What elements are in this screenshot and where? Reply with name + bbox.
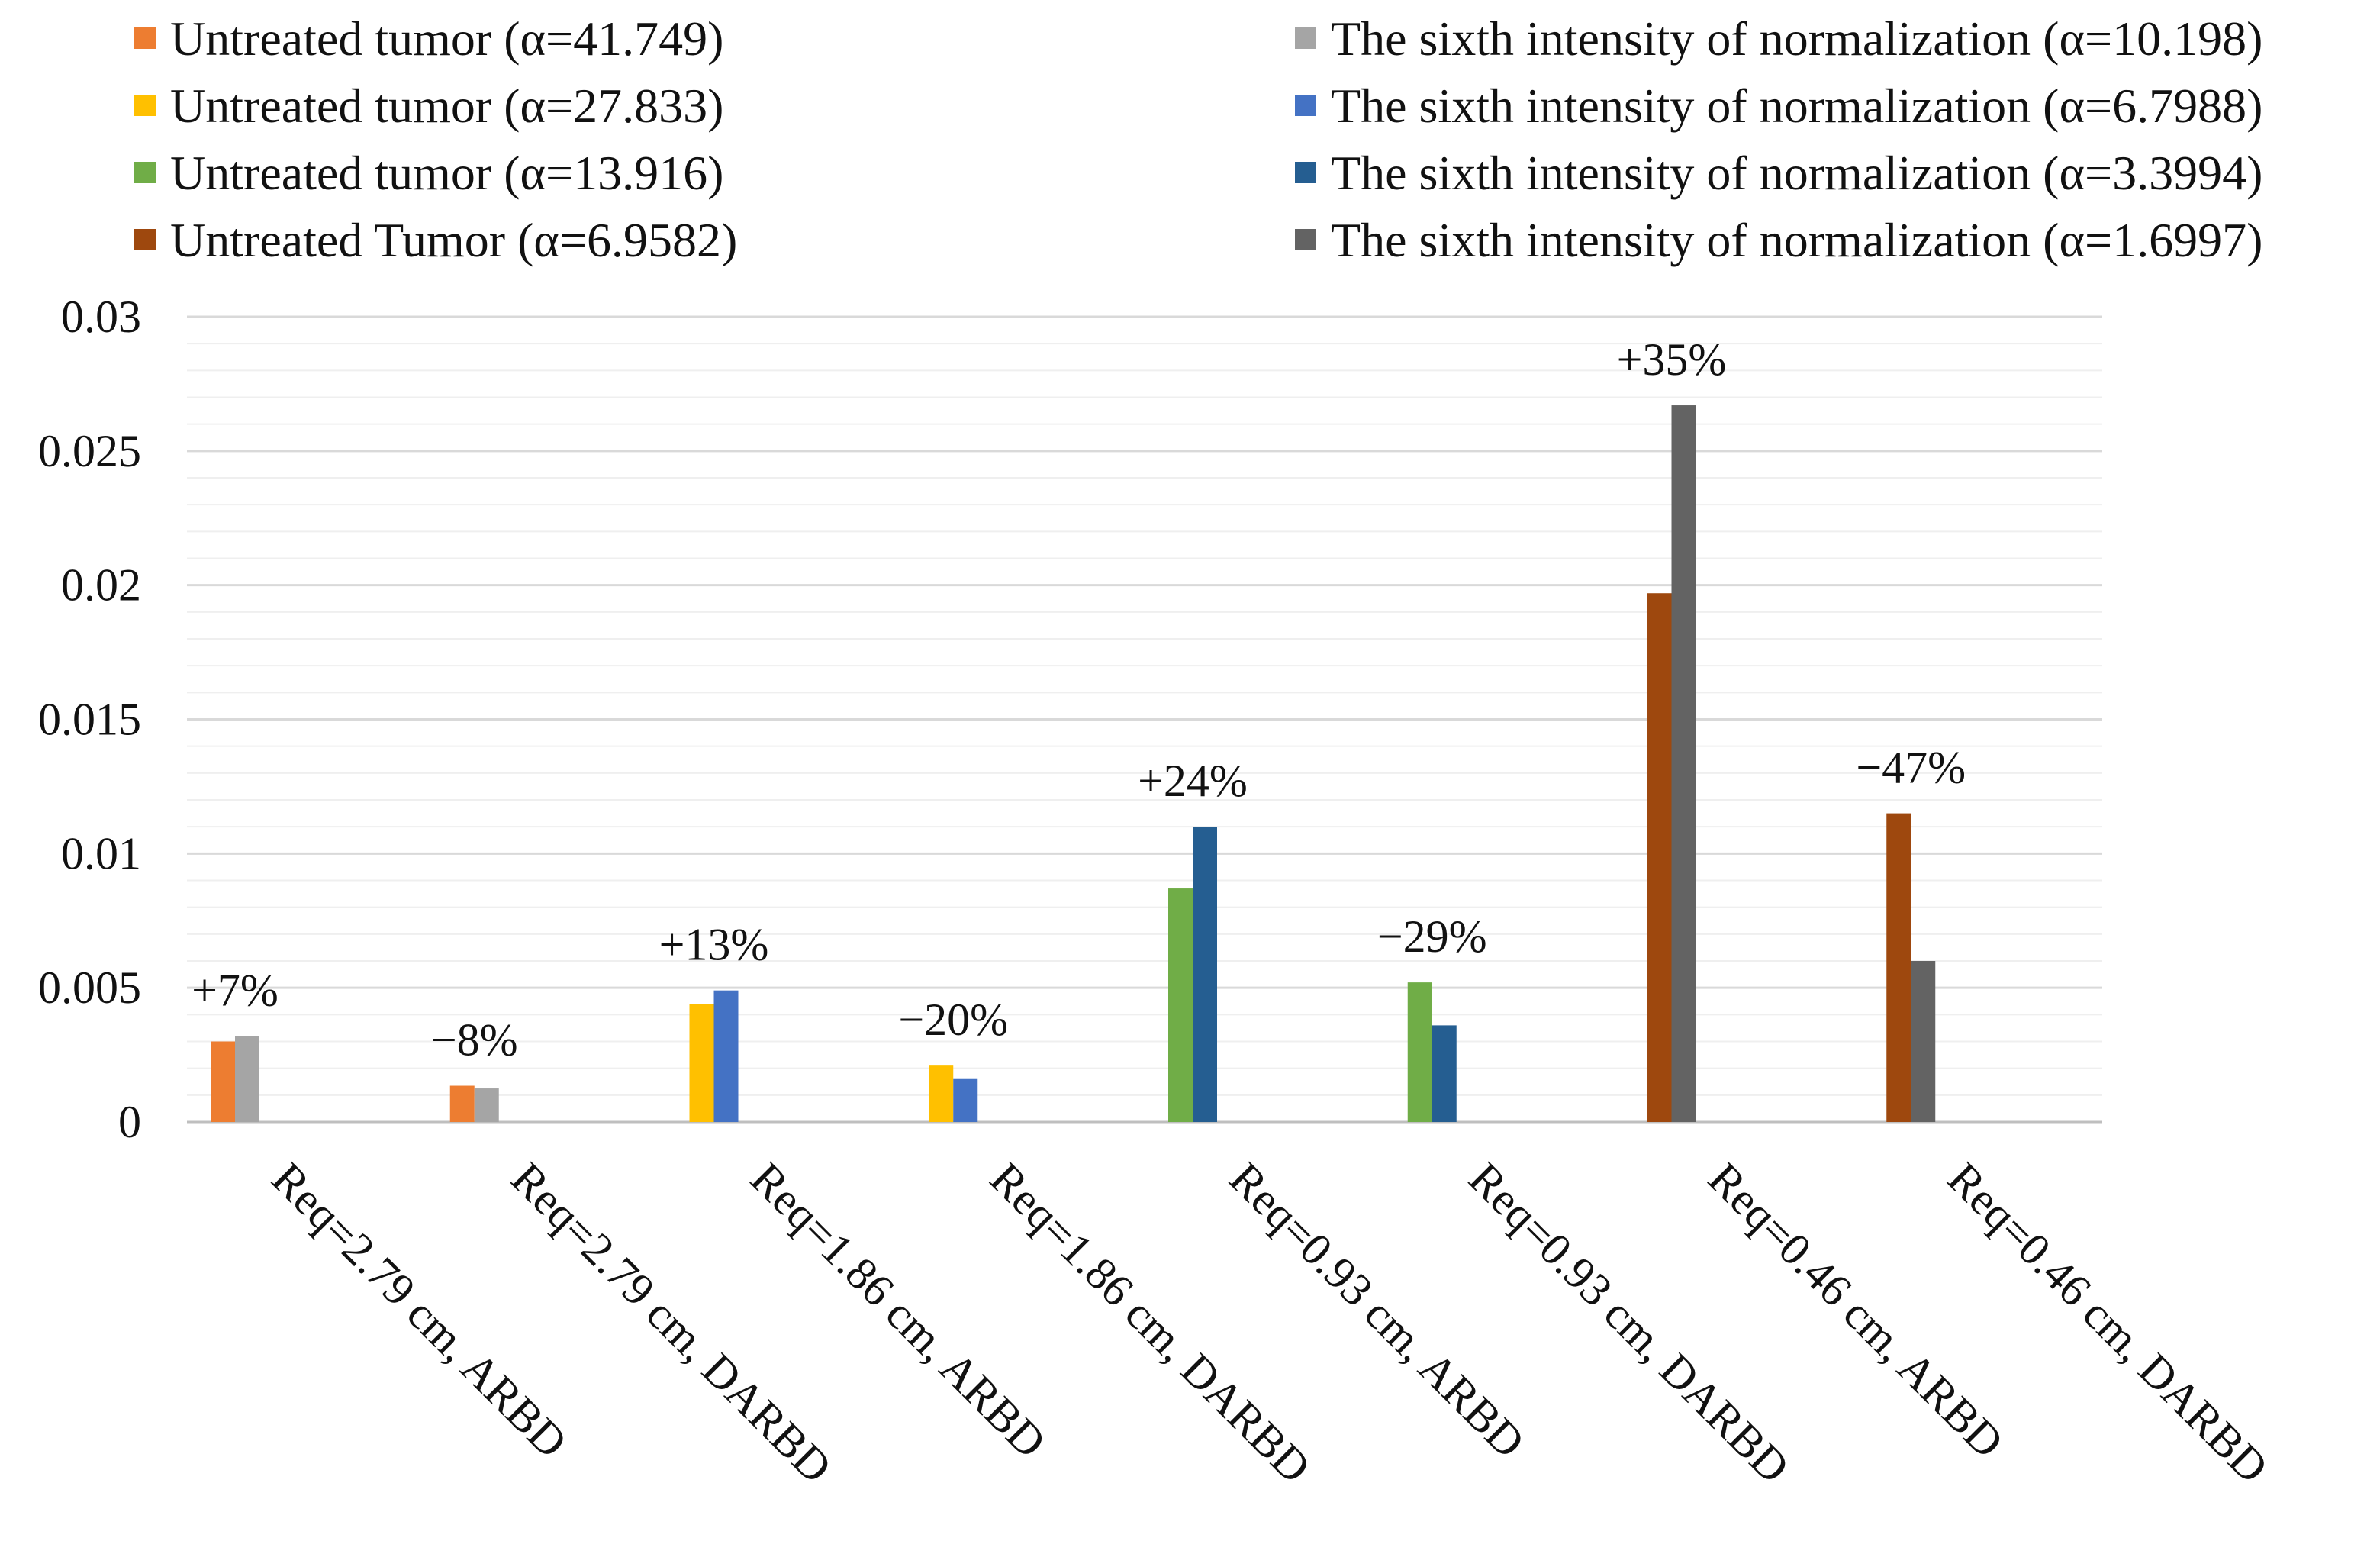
bar	[1168, 888, 1193, 1122]
percent-change-label: +7%	[192, 965, 279, 1015]
legend-swatch	[134, 162, 156, 183]
bar	[689, 1004, 714, 1122]
bar	[235, 1036, 259, 1122]
bar	[713, 990, 739, 1122]
bar	[1432, 1025, 1457, 1122]
legend-swatch	[134, 27, 156, 49]
legend-swatch	[1295, 229, 1316, 250]
bar	[1886, 813, 1911, 1122]
legend-label: Untreated tumor (α=13.916)	[170, 146, 723, 200]
legend-label: Untreated Tumor (α=6.9582)	[170, 213, 737, 267]
legend-label: The sixth intensity of normalization (α=…	[1331, 213, 2262, 267]
bar	[211, 1041, 235, 1122]
percent-change-label: −8%	[431, 1015, 518, 1065]
percent-change-label: +35%	[1617, 334, 1727, 385]
bar	[449, 1085, 475, 1122]
y-tick-label: 0.02	[61, 560, 141, 611]
percent-change-label: −29%	[1377, 911, 1487, 962]
percent-change-label: +13%	[659, 920, 769, 970]
y-tick-label: 0.025	[38, 426, 141, 476]
legend: Untreated tumor (α=41.749) Untreated tumo…	[134, 11, 2262, 267]
percent-change-label: −47%	[1856, 743, 1966, 793]
gridlines	[187, 315, 2102, 1124]
y-tick-label: 0.005	[38, 962, 141, 1013]
bar	[474, 1088, 499, 1122]
legend-swatch	[134, 95, 156, 116]
y-tick-label: 0.015	[38, 695, 141, 745]
y-axis: 0 0.005 0.01 0.015 0.02 0.025 0.03	[38, 292, 141, 1147]
bar	[1647, 593, 1672, 1122]
y-tick-label: 0.01	[61, 828, 141, 878]
bar	[1193, 827, 1217, 1122]
percent-change-label: +24%	[1138, 756, 1248, 806]
legend-swatch	[1295, 27, 1316, 49]
legend-swatch	[1295, 162, 1316, 183]
legend-swatch	[134, 229, 156, 250]
legend-label: The sixth intensity of normalization (α=…	[1331, 79, 2262, 133]
y-tick-label: 0	[118, 1097, 141, 1147]
legend-swatch	[1295, 95, 1316, 116]
bars	[211, 405, 1936, 1122]
annotations: +7% −8% +13% −20% +24% −29% +35% −47%	[192, 334, 1966, 1065]
percent-change-label: −20%	[898, 995, 1008, 1045]
legend-label: Untreated tumor (α=41.749)	[170, 11, 723, 66]
bar	[1407, 982, 1432, 1122]
bar	[953, 1078, 978, 1122]
bar	[929, 1065, 954, 1122]
legend-label: Untreated tumor (α=27.833)	[170, 79, 723, 133]
bar	[1671, 405, 1696, 1122]
legend-label: The sixth intensity of normalization (α=…	[1331, 146, 2262, 200]
y-tick-label: 0.03	[61, 292, 141, 342]
legend-label: The sixth intensity of normalization (α=…	[1331, 11, 2262, 66]
bar	[1911, 961, 1936, 1122]
